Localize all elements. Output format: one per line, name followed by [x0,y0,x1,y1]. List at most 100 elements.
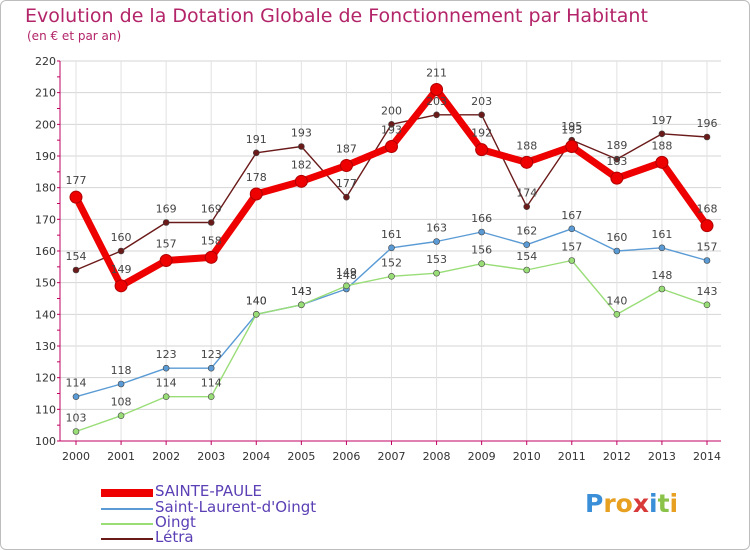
data-label: 114 [201,377,222,390]
data-label: 193 [561,124,582,137]
data-point [568,257,576,264]
data-point [523,203,531,210]
data-point [433,111,440,119]
y-tick-label: 170 [35,213,56,226]
data-label: 118 [111,364,132,377]
data-point [430,83,444,96]
data-label: 177 [336,177,357,190]
data-label: 161 [381,228,402,241]
y-tick-label: 140 [35,308,56,321]
data-label: 143 [291,285,312,298]
data-label: 166 [471,212,492,225]
data-point [298,143,305,150]
x-tick-label: 2012 [603,450,631,463]
data-label: 192 [471,127,492,140]
x-tick-label: 2013 [648,450,676,463]
data-point [658,130,666,138]
legend-swatch [101,508,153,510]
data-label: 154 [66,250,87,263]
legend-label: Létra [155,528,194,546]
data-point [388,244,395,252]
data-point [433,238,440,245]
data-point [343,193,350,201]
x-tick-label: 2008 [423,450,451,463]
data-point [520,155,534,169]
data-label: 167 [561,209,582,222]
data-point [568,225,576,233]
data-label: 149 [336,266,357,279]
data-label: 103 [66,412,87,425]
data-point [114,279,128,293]
data-label: 148 [651,269,672,282]
data-point [613,311,621,318]
x-tick-label: 2011 [558,450,586,463]
data-label: 123 [201,348,222,361]
logo-letter: i [669,489,679,518]
data-label: 108 [111,396,132,409]
data-label: 169 [156,203,177,216]
data-point [294,174,308,188]
data-point [298,301,305,309]
data-label: 148 [336,269,357,282]
data-label: 161 [651,228,672,241]
x-tick-label: 2001 [107,450,135,463]
data-point [159,254,173,267]
data-point [388,121,395,128]
data-point [475,143,489,157]
legend-swatch [101,538,153,540]
data-point [117,380,125,388]
data-point [655,155,669,169]
data-label: 152 [381,256,402,269]
data-label: 195 [561,120,582,133]
data-label: 187 [336,143,357,156]
data-point [478,111,485,119]
data-point [252,311,260,318]
data-label: 157 [561,241,582,254]
data-label: 140 [246,294,267,307]
data-label: 182 [291,158,312,171]
x-tick-label: 2006 [332,450,360,463]
data-point [339,159,353,172]
data-label: 191 [246,133,267,146]
data-point [613,155,621,163]
y-tick-label: 110 [35,403,56,416]
proxiti-logo: Proxiti [585,489,678,518]
data-point [249,187,263,201]
data-label: 114 [156,377,177,390]
data-point [700,219,714,233]
data-label: 200 [381,104,402,117]
data-point [204,250,218,264]
data-label: 160 [111,231,132,244]
data-point [162,364,170,372]
data-label: 143 [697,285,718,298]
legend-swatch [101,489,153,497]
data-label: 149 [111,263,132,276]
data-label: 196 [697,117,718,130]
data-point [162,393,170,400]
data-label: 158 [201,234,222,247]
data-point [388,273,395,280]
data-label: 114 [66,377,87,390]
logo-letter: r [603,489,616,518]
logo-letter: t [657,489,670,518]
y-tick-label: 200 [35,118,56,131]
legend-label: Oingt [155,513,196,531]
chart-subtitle: (en € et par an) [27,29,122,43]
data-point [703,257,711,264]
data-label: 203 [471,95,492,108]
y-tick-label: 120 [35,372,56,385]
data-label: 123 [156,348,177,361]
data-label: 178 [246,171,267,184]
y-tick-label: 190 [35,150,56,163]
data-label: 157 [697,241,718,254]
data-point [207,219,215,226]
data-label: 183 [606,155,627,168]
data-point [69,190,83,204]
y-tick-label: 100 [35,435,56,448]
x-tick-label: 2004 [242,450,270,463]
legend-item-oingt: Oingt [101,513,361,532]
data-label: 193 [381,124,402,137]
data-point [117,412,125,419]
x-tick-label: 2003 [197,450,225,463]
